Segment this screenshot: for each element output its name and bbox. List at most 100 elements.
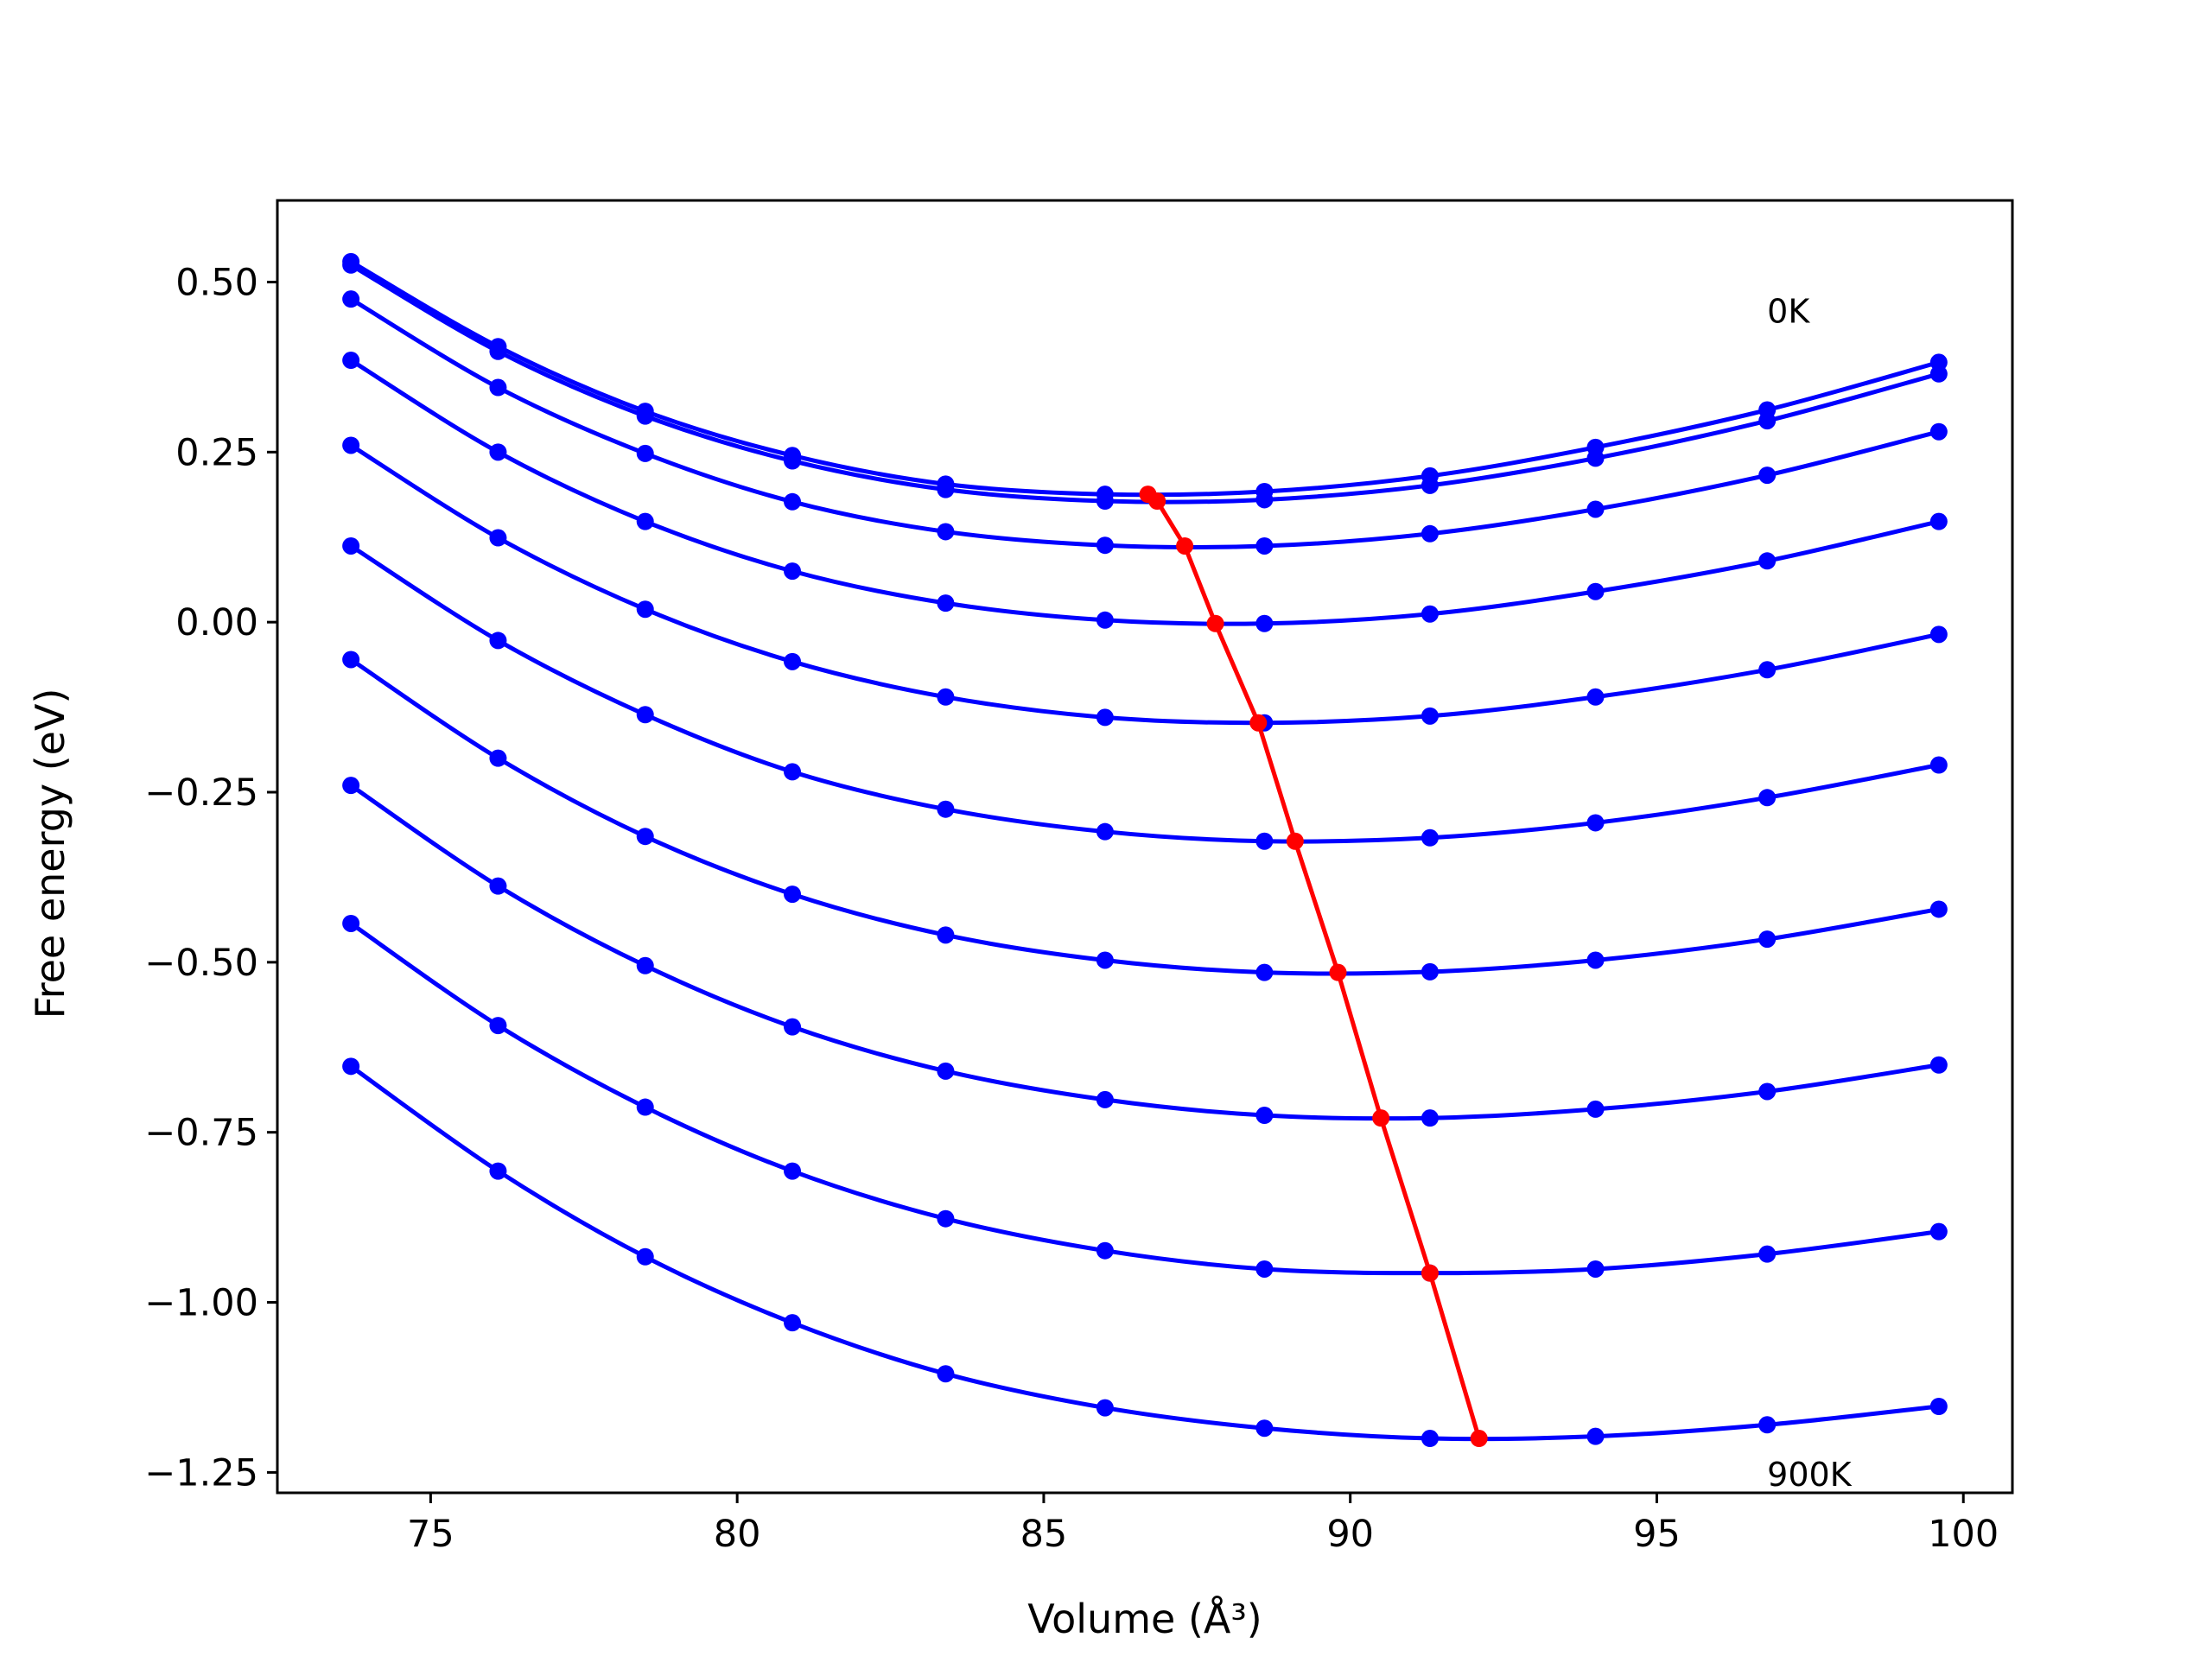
series-6-point-6 <box>1096 822 1114 841</box>
annotation-1: 0K <box>1767 293 1810 331</box>
series-7-point-9 <box>1586 951 1605 969</box>
series-10-point-8 <box>1421 1430 1439 1448</box>
series-10-point-9 <box>1586 1427 1605 1445</box>
series-5-point-6 <box>1096 708 1114 727</box>
series-10-point-2 <box>489 1162 507 1180</box>
series-9-point-5 <box>937 1209 955 1228</box>
series-3-point-8 <box>1421 524 1439 543</box>
series-5-point-11 <box>1929 625 1948 644</box>
series-7-point-10 <box>1758 930 1777 949</box>
series-6-point-3 <box>636 706 654 724</box>
series-4-point-11 <box>1929 512 1948 530</box>
series-6-point-7 <box>1255 832 1274 850</box>
x-tick-label-95: 95 <box>1633 1513 1681 1556</box>
minima-point-8 <box>1372 1109 1390 1127</box>
series-10-point-11 <box>1929 1398 1948 1416</box>
series-5-point-4 <box>784 652 802 670</box>
series-4-point-3 <box>636 512 654 530</box>
series-line-2 <box>349 263 1940 505</box>
x-tick-label-85: 85 <box>1020 1513 1068 1556</box>
series-6-point-1 <box>342 536 360 555</box>
minima-point-10 <box>1470 1430 1488 1448</box>
series-3-point-7 <box>1255 536 1274 555</box>
series-line-1 <box>349 259 1940 498</box>
series-8-point-6 <box>1096 1090 1114 1108</box>
series-8-point-11 <box>1929 1056 1948 1074</box>
minima-point-4 <box>1206 614 1224 632</box>
series-9-point-3 <box>636 1098 654 1116</box>
series-2-point-11 <box>1929 365 1948 383</box>
series-2-point-2 <box>489 342 507 360</box>
series-10-point-6 <box>1096 1399 1114 1417</box>
series-5-point-3 <box>636 600 654 619</box>
series-5-point-9 <box>1586 688 1605 706</box>
series-line-6 <box>349 543 1940 844</box>
series-line-7 <box>349 657 1940 976</box>
series-10-point-1 <box>342 1057 360 1076</box>
series-9-point-2 <box>489 1017 507 1035</box>
series-10-point-3 <box>636 1247 654 1266</box>
series-9-point-4 <box>784 1162 802 1180</box>
series-9-point-1 <box>342 914 360 932</box>
series-2-point-8 <box>1421 476 1439 494</box>
minima-point-6 <box>1286 832 1304 850</box>
x-tick-label-75: 75 <box>407 1513 454 1556</box>
series-3-point-11 <box>1929 422 1948 441</box>
series-6-point-4 <box>784 763 802 781</box>
series-4-point-10 <box>1758 552 1777 570</box>
series-2-point-5 <box>937 480 955 498</box>
series-2-point-3 <box>636 407 654 425</box>
series-7-point-2 <box>489 749 507 767</box>
minima-point-3 <box>1176 536 1194 555</box>
y-tick-label-6: −1.00 <box>144 1282 258 1325</box>
series-7-point-3 <box>636 828 654 846</box>
series-5-point-1 <box>342 436 360 454</box>
series-4-point-7 <box>1255 614 1274 632</box>
y-tick-label-2: 0.00 <box>175 601 258 644</box>
plot-frame <box>276 199 2014 1495</box>
series-5-point-5 <box>937 688 955 706</box>
minima-point-2 <box>1148 492 1166 511</box>
series-10-point-4 <box>784 1314 802 1332</box>
series-6-point-11 <box>1929 756 1948 774</box>
series-5-point-8 <box>1421 707 1439 725</box>
series-3-point-10 <box>1758 467 1777 485</box>
series-6-point-9 <box>1586 814 1605 832</box>
series-3-point-4 <box>784 492 802 511</box>
series-5-point-10 <box>1758 661 1777 679</box>
series-4-point-2 <box>489 443 507 461</box>
series-line-10 <box>349 1064 1940 1442</box>
series-8-point-4 <box>784 1018 802 1036</box>
series-8-point-7 <box>1255 1107 1274 1125</box>
series-2-point-10 <box>1758 412 1777 430</box>
series-4-point-5 <box>937 594 955 613</box>
series-9-point-10 <box>1758 1245 1777 1263</box>
series-7-point-1 <box>342 651 360 669</box>
series-8-point-9 <box>1586 1100 1605 1118</box>
series-7-point-7 <box>1255 963 1274 981</box>
x-axis-label: Volume (Å³) <box>1027 1596 1262 1642</box>
series-3-point-2 <box>489 378 507 397</box>
series-8-point-3 <box>636 956 654 974</box>
x-tick-label-90: 90 <box>1326 1513 1374 1556</box>
series-2-point-4 <box>784 452 802 470</box>
series-10-point-10 <box>1758 1416 1777 1434</box>
series-7-point-6 <box>1096 951 1114 969</box>
series-10-point-5 <box>937 1365 955 1383</box>
minima-point-5 <box>1249 714 1268 732</box>
series-9-point-6 <box>1096 1241 1114 1260</box>
series-8-point-10 <box>1758 1082 1777 1101</box>
y-axis-label: Free energy (eV) <box>27 689 73 1019</box>
series-8-point-1 <box>342 777 360 795</box>
plot-area: 0K 900K <box>342 252 1948 1494</box>
series-6-point-8 <box>1421 828 1439 847</box>
y-tick-label-0: 0.50 <box>175 261 258 304</box>
series-9-point-9 <box>1586 1260 1605 1278</box>
series-2-point-7 <box>1255 491 1274 509</box>
series-7-point-11 <box>1929 900 1948 918</box>
series-3-point-5 <box>937 523 955 541</box>
y-tick-label-1: 0.25 <box>175 431 258 474</box>
series-3-point-9 <box>1586 500 1605 518</box>
